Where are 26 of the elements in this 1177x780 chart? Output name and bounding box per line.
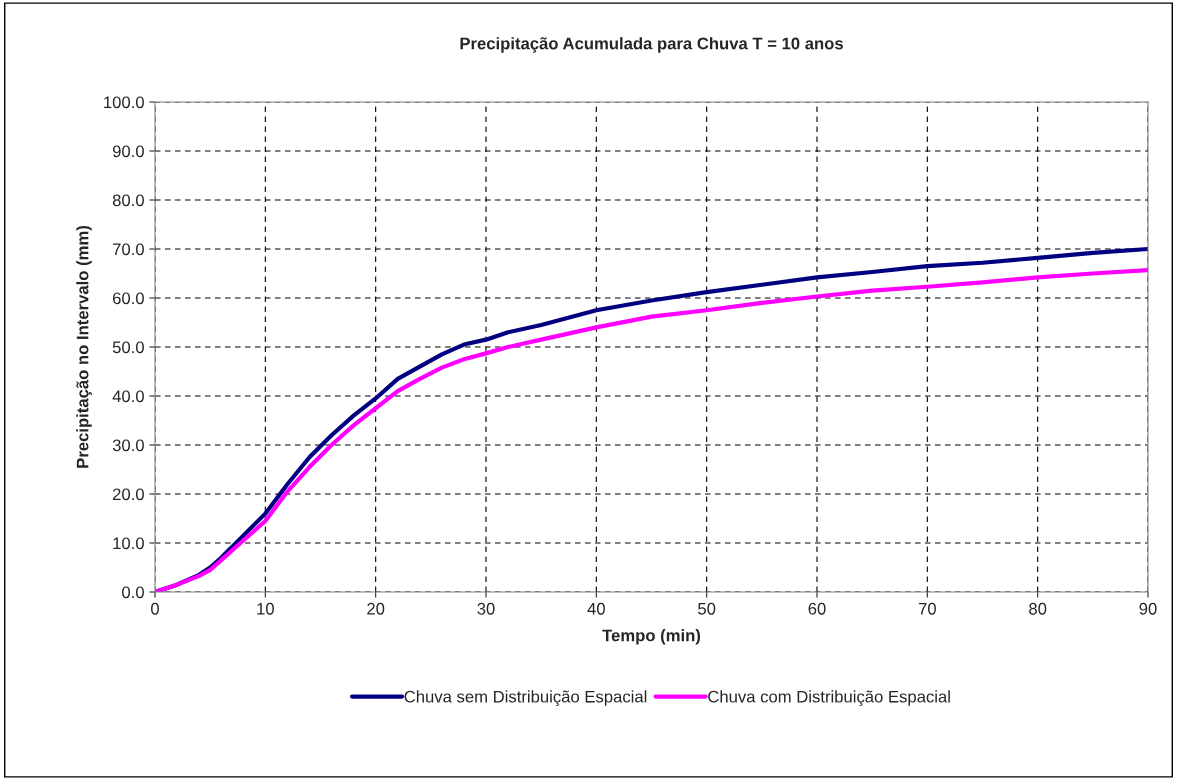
y-tick-label: 70.0 [113, 243, 144, 256]
legend-label: Chuva com Distribuição Espacial [708, 690, 950, 706]
y-tick-label: 60.0 [112, 292, 144, 305]
y-tick-label: 40.0 [112, 390, 144, 403]
y-tick-label: 80.0 [112, 194, 144, 207]
x-tick-label: 80 [1029, 602, 1047, 615]
chart-title: Precipitação Acumulada para Chuva T = 10 anos [460, 37, 843, 53]
x-tick-label: 0 [151, 602, 159, 615]
x-tick-label: 40 [587, 602, 605, 615]
y-tick-label: 100.0 [104, 96, 144, 109]
y-tick-label: 90.0 [112, 145, 144, 158]
x-tick-label: 10 [257, 602, 274, 615]
y-tick-label: 20.0 [112, 488, 144, 501]
x-tick-label: 30 [477, 602, 495, 615]
y-axis-title: Precipitação no Intervalo (mm) [76, 226, 92, 468]
x-axis-title: Tempo (min) [602, 629, 701, 645]
y-tick-label: 10.0 [113, 537, 144, 550]
x-tick-label: 60 [808, 602, 826, 615]
legend-label: Chuva sem Distribuição Espacial [404, 690, 647, 706]
x-tick-label: 50 [698, 602, 716, 615]
x-tick-label: 70 [918, 602, 936, 615]
y-tick-label: 0.0 [122, 586, 144, 599]
y-tick-label: 30.0 [112, 439, 144, 452]
y-tick-label: 50.0 [112, 341, 144, 354]
x-tick-label: 90 [1139, 602, 1157, 615]
x-tick-label: 20 [367, 602, 385, 615]
